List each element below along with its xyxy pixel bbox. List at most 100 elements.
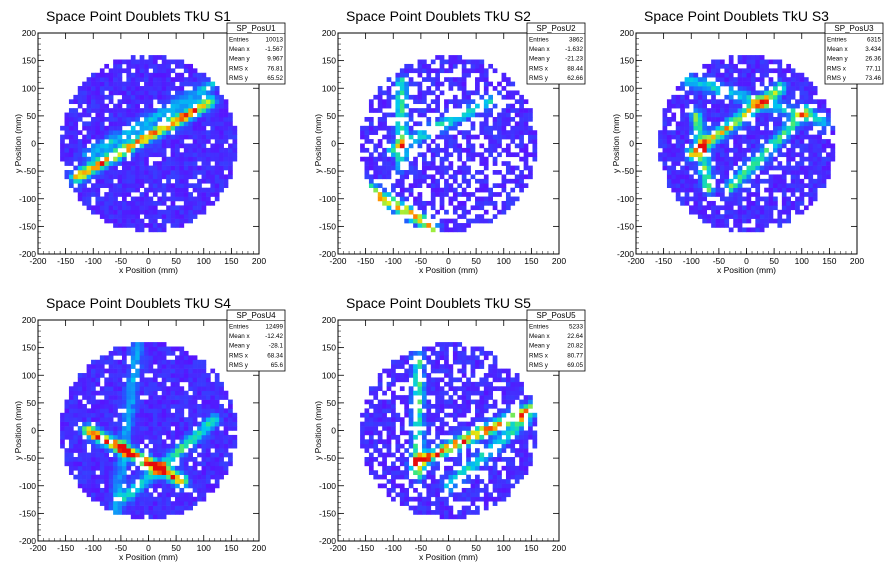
stats-value: 68.34 (267, 352, 283, 359)
heatmap-cell (188, 421, 193, 427)
heatmap-cell (219, 116, 224, 122)
heatmap-cell (148, 227, 154, 233)
heatmap-cell (130, 218, 136, 224)
heatmap-cell (152, 377, 158, 383)
heatmap-cell (86, 77, 92, 82)
heatmap-cell (711, 147, 716, 153)
heatmap-cell (697, 174, 703, 180)
heatmap-cell (737, 156, 743, 162)
heatmap-cell (532, 152, 538, 158)
heatmap-cell (77, 399, 83, 405)
heatmap-cell (113, 223, 118, 228)
heatmap-cell (148, 386, 154, 392)
heatmap-cell (795, 72, 800, 78)
heatmap-cell (773, 156, 778, 162)
heatmap-cell (192, 487, 198, 493)
heatmap-cell (404, 205, 410, 211)
heatmap-cell (192, 183, 198, 188)
heatmap-cell (95, 417, 101, 422)
heatmap-cell (223, 152, 229, 158)
heatmap-cell (99, 116, 105, 122)
heatmap-cell (201, 116, 207, 122)
heatmap-cell (117, 86, 123, 91)
heatmap-cell (457, 227, 463, 233)
heatmap-cell (99, 174, 105, 180)
heatmap-cell (399, 103, 405, 109)
heatmap-cell (135, 196, 140, 202)
heatmap-cell (826, 165, 831, 171)
heatmap-cell (108, 496, 114, 502)
heatmap-cell (764, 156, 769, 162)
heatmap-cell (746, 125, 752, 131)
heatmap-cell (126, 187, 132, 193)
heatmap-cell (368, 421, 374, 427)
heatmap-cell (377, 174, 383, 180)
y-tick-label: 200 (22, 315, 36, 325)
heatmap-cell (413, 108, 418, 113)
heatmap-cell (183, 496, 189, 502)
heatmap-cell (91, 465, 96, 471)
heatmap-cell (148, 421, 154, 427)
heatmap-cell (91, 395, 96, 400)
heatmap-cell (492, 147, 498, 153)
heatmap-cell (368, 390, 374, 396)
heatmap-cell (755, 165, 761, 171)
heatmap-cell (192, 359, 198, 365)
y-tick-label: -100 (19, 194, 36, 204)
heatmap-cell (175, 174, 180, 180)
heatmap-cell (666, 108, 672, 113)
heatmap-cell (702, 108, 708, 113)
heatmap-cell (144, 350, 149, 356)
y-tick-label: 150 (22, 56, 36, 66)
heatmap-cell (532, 130, 538, 135)
heatmap-cell (724, 81, 730, 87)
heatmap-cell (135, 501, 140, 506)
stats-box-frame (526, 22, 586, 85)
heatmap-cell (417, 59, 423, 65)
heatmap-cell (188, 364, 193, 369)
y-tick-label: -50 (24, 453, 37, 463)
heatmap-cell (126, 377, 132, 383)
heatmap-cell (737, 223, 743, 228)
heatmap-cell (201, 174, 207, 180)
heatmap-cell (404, 373, 410, 378)
heatmap-cell (113, 412, 118, 418)
heatmap-cell (395, 448, 401, 453)
heatmap-cell (715, 178, 721, 184)
heatmap-cell (144, 368, 149, 374)
heatmap-cell (161, 483, 167, 489)
heatmap-cell (404, 359, 410, 365)
heatmap-cell (413, 452, 418, 458)
heatmap-cell (144, 377, 149, 383)
heatmap-cell (821, 174, 827, 180)
heatmap-cell (77, 470, 83, 475)
heatmap-cell (519, 99, 524, 105)
heatmap-cell (192, 390, 198, 396)
heatmap-cell (192, 81, 198, 87)
heatmap-cell (188, 72, 193, 78)
heatmap-cell (144, 355, 149, 361)
heatmap-cell (139, 386, 145, 392)
heatmap-cell (364, 170, 370, 175)
heatmap-cell (188, 200, 193, 206)
heatmap-cell (175, 156, 180, 162)
heatmap-cell (104, 196, 110, 202)
heatmap-cell (201, 483, 207, 489)
heatmap-cell (192, 496, 198, 502)
heatmap-cell (104, 156, 110, 162)
heatmap-cell (201, 426, 207, 431)
heatmap-cell (135, 170, 140, 175)
heatmap-cell (466, 99, 471, 105)
heatmap-cell (523, 130, 529, 135)
heatmap-cell (183, 218, 189, 224)
heatmap-cell (662, 116, 668, 122)
heatmap-cell (377, 417, 383, 422)
heatmap-cell (395, 192, 401, 197)
heatmap-cell (91, 386, 96, 392)
heatmap-cell (746, 165, 752, 171)
heatmap-cell (737, 81, 743, 87)
heatmap-cell (201, 470, 207, 475)
heatmap-cell (817, 170, 822, 175)
heatmap-cell (759, 108, 765, 113)
heatmap-cell (188, 452, 193, 458)
